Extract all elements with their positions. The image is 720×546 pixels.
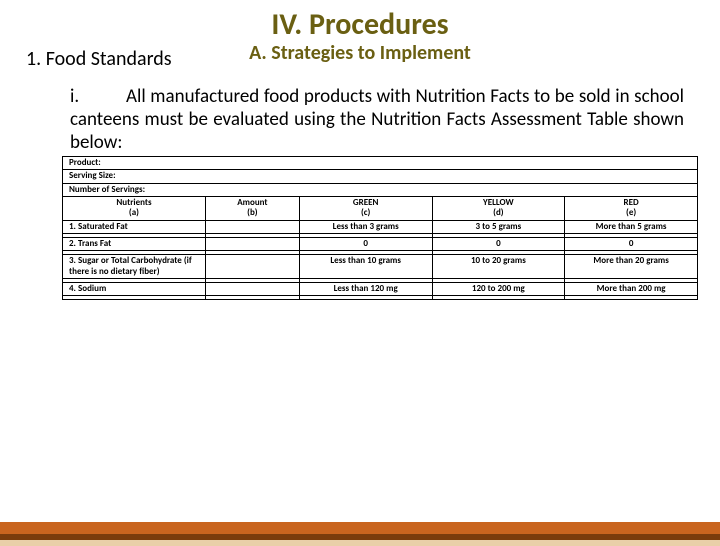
header-line2: (c) (303, 208, 429, 218)
table-cell: Number of Servings: (63, 183, 698, 196)
header-line2: (d) (436, 208, 562, 218)
table-row: 4. Sodium Less than 120 mg120 to 200 mgMo… (63, 283, 698, 296)
footer-band-3 (0, 540, 720, 546)
table-row: 3. Sugar or Total Carbohydrate (if there… (63, 255, 698, 279)
table-cell (205, 238, 299, 251)
table-cell: 3 to 5 grams (432, 220, 565, 233)
table-cell: 10 to 20 grams (432, 255, 565, 279)
table-cell: 4. Sodium (63, 283, 206, 296)
table-cell (299, 296, 432, 300)
table-cell: 2. Trans Fat (63, 238, 206, 251)
table-cell: Nutrients(a) (63, 197, 206, 221)
table-row: Product: (63, 157, 698, 170)
table-cell: More than 200 mg (565, 283, 698, 296)
table-cell: Less than 120 mg (299, 283, 432, 296)
table-row: 1. Saturated Fat Less than 3 grams3 to 5 … (63, 220, 698, 233)
page-title: IV. Procedures (0, 6, 720, 43)
table-cell: Serving Size: (63, 170, 698, 183)
table-cell: More than 5 grams (565, 220, 698, 233)
footer-band-1 (0, 522, 720, 534)
table-row: 2. Trans Fat000 (63, 238, 698, 251)
table-cell: RED(e) (565, 197, 698, 221)
table-cell: 0 (299, 238, 432, 251)
body-text: All manufactured food products with Nutr… (70, 85, 684, 154)
table-cell (205, 255, 299, 279)
table-row: Serving Size: (63, 170, 698, 183)
table-cell: Less than 3 grams (299, 220, 432, 233)
table-cell (205, 220, 299, 233)
roman-numeral: i. (70, 85, 126, 108)
table-cell: 120 to 200 mg (432, 283, 565, 296)
table-cell (205, 283, 299, 296)
table-cell: 1. Saturated Fat (63, 220, 206, 233)
table-cell: Less than 10 grams (299, 255, 432, 279)
table-cell: YELLOW(d) (432, 197, 565, 221)
table-row (63, 296, 698, 300)
table-cell (432, 296, 565, 300)
table-row: Nutrients(a)Amount(b)GREEN(c)YELLOW(d)RE… (63, 197, 698, 221)
table-cell: 0 (432, 238, 565, 251)
table-cell (205, 296, 299, 300)
table-cell (63, 296, 206, 300)
body-paragraph: i.All manufactured food products with Nu… (70, 85, 684, 154)
table-cell: More than 20 grams (565, 255, 698, 279)
table-cell: 3. Sugar or Total Carbohydrate (if there… (63, 255, 206, 279)
table-cell: GREEN(c) (299, 197, 432, 221)
header-line2: (e) (568, 208, 694, 218)
footer-decoration (0, 522, 720, 546)
table-cell (565, 296, 698, 300)
header-line2: (a) (66, 208, 202, 218)
header-line2: (b) (209, 208, 296, 218)
table-cell: Product: (63, 157, 698, 170)
nutrition-assessment-table: Product:Serving Size:Number of Servings:… (62, 156, 698, 300)
table-cell: Amount(b) (205, 197, 299, 221)
table-cell: 0 (565, 238, 698, 251)
table-row: Number of Servings: (63, 183, 698, 196)
table-body: Product:Serving Size:Number of Servings:… (63, 157, 698, 300)
